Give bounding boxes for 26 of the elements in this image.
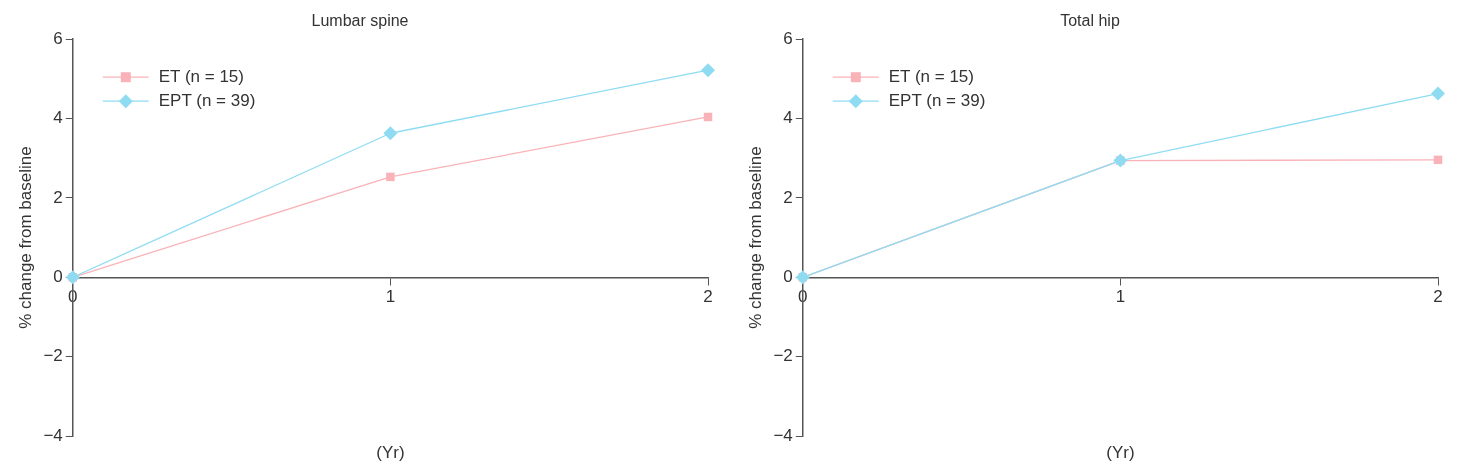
x-tick-label: 1 — [1115, 287, 1126, 307]
x-tick-label: 2 — [703, 287, 713, 307]
x-tick-label: 1 — [385, 287, 396, 307]
y-tick-label: 4 — [783, 108, 793, 128]
y-tick-label: 0 — [53, 266, 63, 286]
y-tick-label: −4 — [43, 425, 63, 445]
legend-label: ET (n = 15) — [888, 66, 974, 86]
x-axis-title: (Yr) — [1106, 443, 1135, 463]
x-tick-label: 2 — [1433, 287, 1443, 307]
y-tick-label: 0 — [783, 266, 793, 286]
legend-label: EPT (n = 39) — [888, 90, 986, 110]
y-tick-label: 2 — [53, 187, 63, 207]
y-tick-label: 6 — [783, 28, 793, 48]
y-tick-label: 2 — [783, 187, 793, 207]
y-tick-label: −2 — [43, 346, 63, 366]
y-tick-label: −4 — [773, 425, 793, 445]
chart-title: Lumbar spine — [311, 12, 409, 30]
y-tick-label: −2 — [773, 346, 793, 366]
x-axis-title: (Yr) — [376, 443, 405, 463]
chart-title: Total hip — [1060, 12, 1120, 30]
legend-label: ET (n = 15) — [158, 66, 244, 86]
y-axis-title: % change from baseline — [745, 146, 765, 329]
y-axis-title: % change from baseline — [15, 146, 35, 329]
legend-label: EPT (n = 39) — [158, 90, 256, 110]
y-tick-label: 6 — [53, 28, 63, 48]
y-tick-label: 4 — [53, 108, 63, 128]
